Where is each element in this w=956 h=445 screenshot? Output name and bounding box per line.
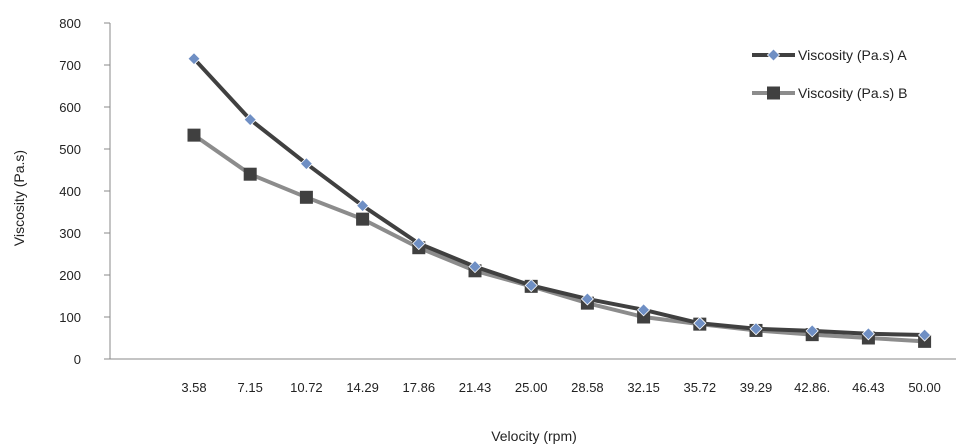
data-point-a	[861, 327, 875, 341]
x-tick-label: 17.86	[403, 380, 436, 395]
x-tick-labels: 3.58 7.15 10.72 14.29 17.86 21.43 25.00 28.58 32…	[181, 380, 941, 395]
y-axis-title: Viscosity (Pa.s)	[11, 150, 27, 246]
x-tick-label: 3.58	[181, 380, 206, 395]
series-markers	[187, 52, 932, 348]
data-point-a	[299, 157, 313, 171]
y-tick-label: 200	[59, 268, 81, 283]
x-axis-title: Velocity (rpm)	[491, 428, 577, 444]
data-point-a	[749, 322, 763, 336]
y-tick-label: 600	[59, 100, 81, 115]
data-point-b	[187, 128, 201, 142]
y-tick-label: 700	[59, 58, 81, 73]
data-point-a	[693, 316, 707, 330]
x-tick-label: 25.00	[515, 380, 548, 395]
legend-marker-diamond	[766, 48, 781, 62]
data-point-a	[187, 52, 201, 66]
data-point-a	[524, 278, 538, 293]
x-tick-label: 32.15	[627, 380, 660, 395]
x-tick-label: 50.00	[908, 380, 941, 395]
y-tick-label: 300	[59, 226, 81, 241]
x-tick-label: 7.15	[238, 380, 263, 395]
data-point-a	[356, 199, 370, 213]
legend-label: Viscosity (Pa.s) B	[798, 85, 907, 101]
series-lines	[192, 57, 925, 344]
data-point-a	[243, 113, 257, 127]
legend: Viscosity (Pa.s) A Viscosity (Pa.s) B	[752, 47, 907, 101]
x-tick-label: 39.29	[740, 380, 773, 395]
data-point-a	[580, 292, 594, 306]
data-point-b	[637, 310, 651, 324]
y-tick-label: 500	[59, 142, 81, 157]
x-tick-label: 46.43	[852, 380, 885, 395]
legend-marker-square	[767, 86, 780, 100]
series-line-b	[192, 133, 925, 344]
x-tick-label: 10.72	[290, 380, 323, 395]
x-tick-label: 21.43	[459, 380, 492, 395]
legend-label: Viscosity (Pa.s) A	[798, 47, 907, 63]
data-point-a	[918, 328, 932, 342]
y-tick-labels: 0 100 200 300 400 500 600 700 800	[59, 16, 81, 367]
y-tick-label: 100	[59, 310, 81, 325]
data-point-b	[299, 190, 313, 204]
data-point-a	[412, 236, 426, 251]
x-tick-label: 28.58	[571, 380, 604, 395]
data-point-b	[243, 167, 257, 181]
data-point-a	[468, 260, 482, 274]
data-point-b	[356, 212, 370, 226]
data-point-a	[637, 303, 651, 317]
x-tick-label: 14.29	[346, 380, 379, 395]
axes	[104, 22, 956, 360]
series-line-a	[192, 57, 925, 338]
data-point-a	[805, 324, 819, 338]
y-tick-label: 400	[59, 184, 81, 199]
x-tick-label: 42.86.	[794, 380, 830, 395]
y-tick-label: 0	[74, 352, 81, 367]
y-tick-label: 800	[59, 16, 81, 31]
x-tick-label: 35.72	[684, 380, 717, 395]
